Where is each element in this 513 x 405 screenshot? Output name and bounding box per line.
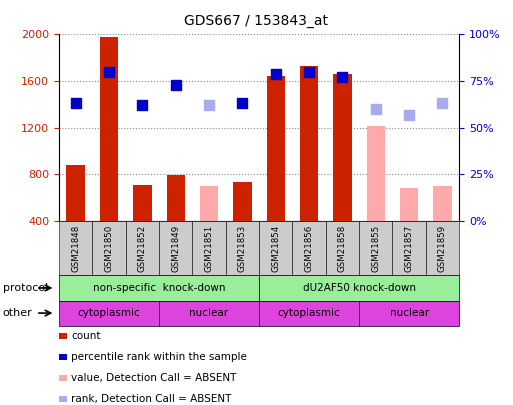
Point xyxy=(171,81,180,88)
Point xyxy=(405,111,413,118)
Bar xyxy=(333,74,351,221)
Text: nuclear: nuclear xyxy=(189,308,229,318)
Point xyxy=(305,68,313,75)
Bar xyxy=(200,186,218,221)
Text: count: count xyxy=(71,331,101,341)
Point xyxy=(338,74,346,81)
Text: GSM21850: GSM21850 xyxy=(105,224,113,272)
Text: GSM21849: GSM21849 xyxy=(171,224,180,272)
Text: percentile rank within the sample: percentile rank within the sample xyxy=(71,352,247,362)
Bar xyxy=(100,37,118,221)
Text: non-specific  knock-down: non-specific knock-down xyxy=(93,283,225,293)
Bar xyxy=(133,185,151,221)
Text: dU2AF50 knock-down: dU2AF50 knock-down xyxy=(303,283,416,293)
Text: GSM21851: GSM21851 xyxy=(205,224,213,272)
Text: GSM21856: GSM21856 xyxy=(305,224,313,272)
Text: other: other xyxy=(3,308,32,318)
Point xyxy=(71,100,80,107)
Text: GSM21853: GSM21853 xyxy=(238,224,247,272)
Text: value, Detection Call = ABSENT: value, Detection Call = ABSENT xyxy=(71,373,236,383)
Text: protocol: protocol xyxy=(3,283,48,293)
Point xyxy=(238,100,246,107)
Point xyxy=(105,68,113,75)
Bar xyxy=(300,66,318,221)
Bar xyxy=(167,175,185,221)
Text: rank, Detection Call = ABSENT: rank, Detection Call = ABSENT xyxy=(71,394,232,404)
Text: nuclear: nuclear xyxy=(389,308,429,318)
Text: GSM21857: GSM21857 xyxy=(405,224,413,272)
Bar xyxy=(433,186,451,221)
Text: GSM21855: GSM21855 xyxy=(371,224,380,272)
Text: GSM21848: GSM21848 xyxy=(71,224,80,272)
Point xyxy=(271,70,280,77)
Text: GSM21852: GSM21852 xyxy=(138,224,147,272)
Text: GSM21858: GSM21858 xyxy=(338,224,347,272)
Point xyxy=(138,102,146,109)
Point xyxy=(371,106,380,112)
Point xyxy=(438,100,446,107)
Bar xyxy=(400,188,418,221)
Bar xyxy=(267,76,285,221)
Text: GSM21859: GSM21859 xyxy=(438,224,447,272)
Text: cytoplasmic: cytoplasmic xyxy=(77,308,141,318)
Bar xyxy=(67,165,85,221)
Text: cytoplasmic: cytoplasmic xyxy=(278,308,341,318)
Bar xyxy=(233,182,251,221)
Point xyxy=(205,102,213,109)
Bar xyxy=(367,126,385,221)
Text: GSM21854: GSM21854 xyxy=(271,224,280,272)
Text: GDS667 / 153843_at: GDS667 / 153843_at xyxy=(185,14,328,28)
